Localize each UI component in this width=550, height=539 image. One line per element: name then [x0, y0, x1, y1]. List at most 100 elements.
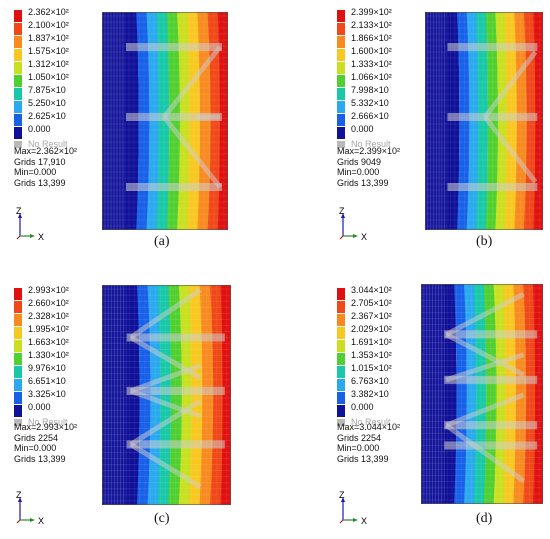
axis-label-z: Z [16, 206, 22, 216]
legend-swatch [337, 49, 345, 61]
anchor-strut [483, 50, 538, 119]
anchor-beam [126, 440, 225, 449]
anchor-strut [162, 45, 222, 119]
min-grids: Grids 13,399 [337, 453, 389, 464]
result-stats: Max=3.044×10² Grids 2254 Min=0.000 Grids… [337, 422, 400, 464]
max-value: Max=2.362×10² [14, 146, 78, 156]
legend-value: 3.044×10² [351, 285, 392, 295]
axis-label-z: Z [16, 490, 22, 500]
anchor-strut [445, 352, 525, 383]
max-grids: Grids 17,910 [14, 156, 66, 167]
min-grids: Grids 13,399 [14, 453, 66, 464]
legend-swatch [14, 340, 22, 352]
panel-d: 3.044×10² 2.705×10² 2.367×10² 2.029×10² … [275, 270, 550, 539]
anchor-strut [445, 291, 525, 337]
max-grids: Grids 9049 [337, 156, 382, 167]
legend-swatch [337, 288, 345, 300]
anchor-strut [162, 115, 222, 189]
legend-value: 2.993×10² [28, 285, 69, 295]
anchor-strut [129, 287, 202, 340]
plot-frame [102, 285, 231, 505]
legend-swatch [14, 379, 22, 391]
anchor-beam [444, 441, 538, 450]
legend-value: 2.100×10² [28, 20, 69, 30]
legend-swatch [337, 340, 345, 352]
legend-swatch [337, 405, 345, 417]
legend-swatch [337, 114, 345, 126]
legend-value: 1.837×10² [28, 33, 69, 43]
legend-value: 0.000 [28, 124, 51, 134]
legend-swatch [14, 288, 22, 300]
no-result-label: No Result [28, 139, 68, 149]
min-value: Min=0.000 [14, 443, 57, 453]
legend-value: 5.250×10 [28, 98, 66, 108]
axis-label-z: Z [339, 206, 345, 216]
contour-plot [102, 285, 231, 505]
axis-label-x: X [361, 516, 367, 526]
axis-label-x: X [38, 516, 44, 526]
legend-value: 1.015×10² [351, 363, 392, 373]
legend-swatch [337, 314, 345, 326]
anchor-beam [126, 43, 222, 51]
legend-swatch [337, 379, 345, 391]
legend-value: 9.976×10 [28, 363, 66, 373]
legend-swatch [337, 127, 345, 139]
contour-plot [102, 12, 228, 230]
legend-value: 1.050×10² [28, 72, 69, 82]
plot-frame [421, 284, 543, 504]
legend-value: 1.312×10² [28, 59, 69, 69]
legend-swatch [14, 23, 22, 35]
panel-caption: (b) [476, 234, 493, 249]
legend-swatch [14, 49, 22, 61]
legend-swatch [14, 127, 22, 139]
legend-swatch [14, 327, 22, 339]
legend-swatch [337, 10, 345, 22]
panel-caption: (a) [154, 234, 170, 249]
contour-band [217, 12, 228, 230]
legend-value: 0.000 [351, 402, 374, 412]
plot-frame [102, 12, 228, 230]
max-value: Max=3.044×10² [337, 422, 401, 432]
legend-swatch [337, 301, 345, 313]
anchor-beam [444, 375, 538, 384]
max-grids: Grids 2254 [14, 432, 59, 443]
axis-triad-icon: ZX [16, 206, 44, 242]
max-value: Max=2.993×10² [14, 422, 78, 432]
legend-swatch [14, 314, 22, 326]
contour-plot [421, 284, 543, 504]
result-stats: Max=2.399×10² Grids 9049 Min=0.000 Grids… [337, 146, 400, 188]
anchor-beam [444, 330, 538, 339]
legend-swatch [14, 392, 22, 404]
legend-value: 1.353×10² [351, 350, 392, 360]
legend-value: 2.133×10² [351, 20, 392, 30]
anchor-strut [483, 115, 538, 184]
legend-swatch [14, 75, 22, 87]
anchor-beam [444, 421, 538, 430]
legend-swatch [14, 301, 22, 313]
legend-value: 0.000 [28, 402, 51, 412]
axis-triad-icon: ZX [339, 490, 367, 526]
anchor-beam [447, 43, 538, 51]
axis-label-x: X [38, 232, 44, 242]
max-value: Max=2.399×10² [337, 146, 401, 156]
legend-value: 1.066×10² [351, 72, 392, 82]
no-result-label: No Result [28, 417, 68, 427]
legend-value: 6.763×10 [351, 376, 389, 386]
legend-value: 2.367×10² [351, 311, 392, 321]
legend-value: 1.575×10² [28, 46, 69, 56]
legend-swatch [14, 62, 22, 74]
legend-swatch [337, 353, 345, 365]
legend-swatch [14, 36, 22, 48]
no-result-swatch [14, 141, 22, 148]
result-stats: Max=2.362×10² Grids 17,910 Min=0.000 Gri… [14, 146, 77, 188]
max-grids: Grids 2254 [337, 432, 382, 443]
legend-swatch [337, 36, 345, 48]
legend-value: 7.875×10 [28, 85, 66, 95]
panel-caption: (d) [476, 511, 493, 526]
anchor-strut [129, 398, 202, 447]
legend-swatch [337, 327, 345, 339]
no-result-label: No Result [351, 139, 391, 149]
anchor-strut [129, 442, 202, 489]
panel-b: 2.399×10² 2.133×10² 1.866×10² 1.600×10² … [275, 0, 550, 269]
legend-value: 2.362×10² [28, 7, 69, 17]
